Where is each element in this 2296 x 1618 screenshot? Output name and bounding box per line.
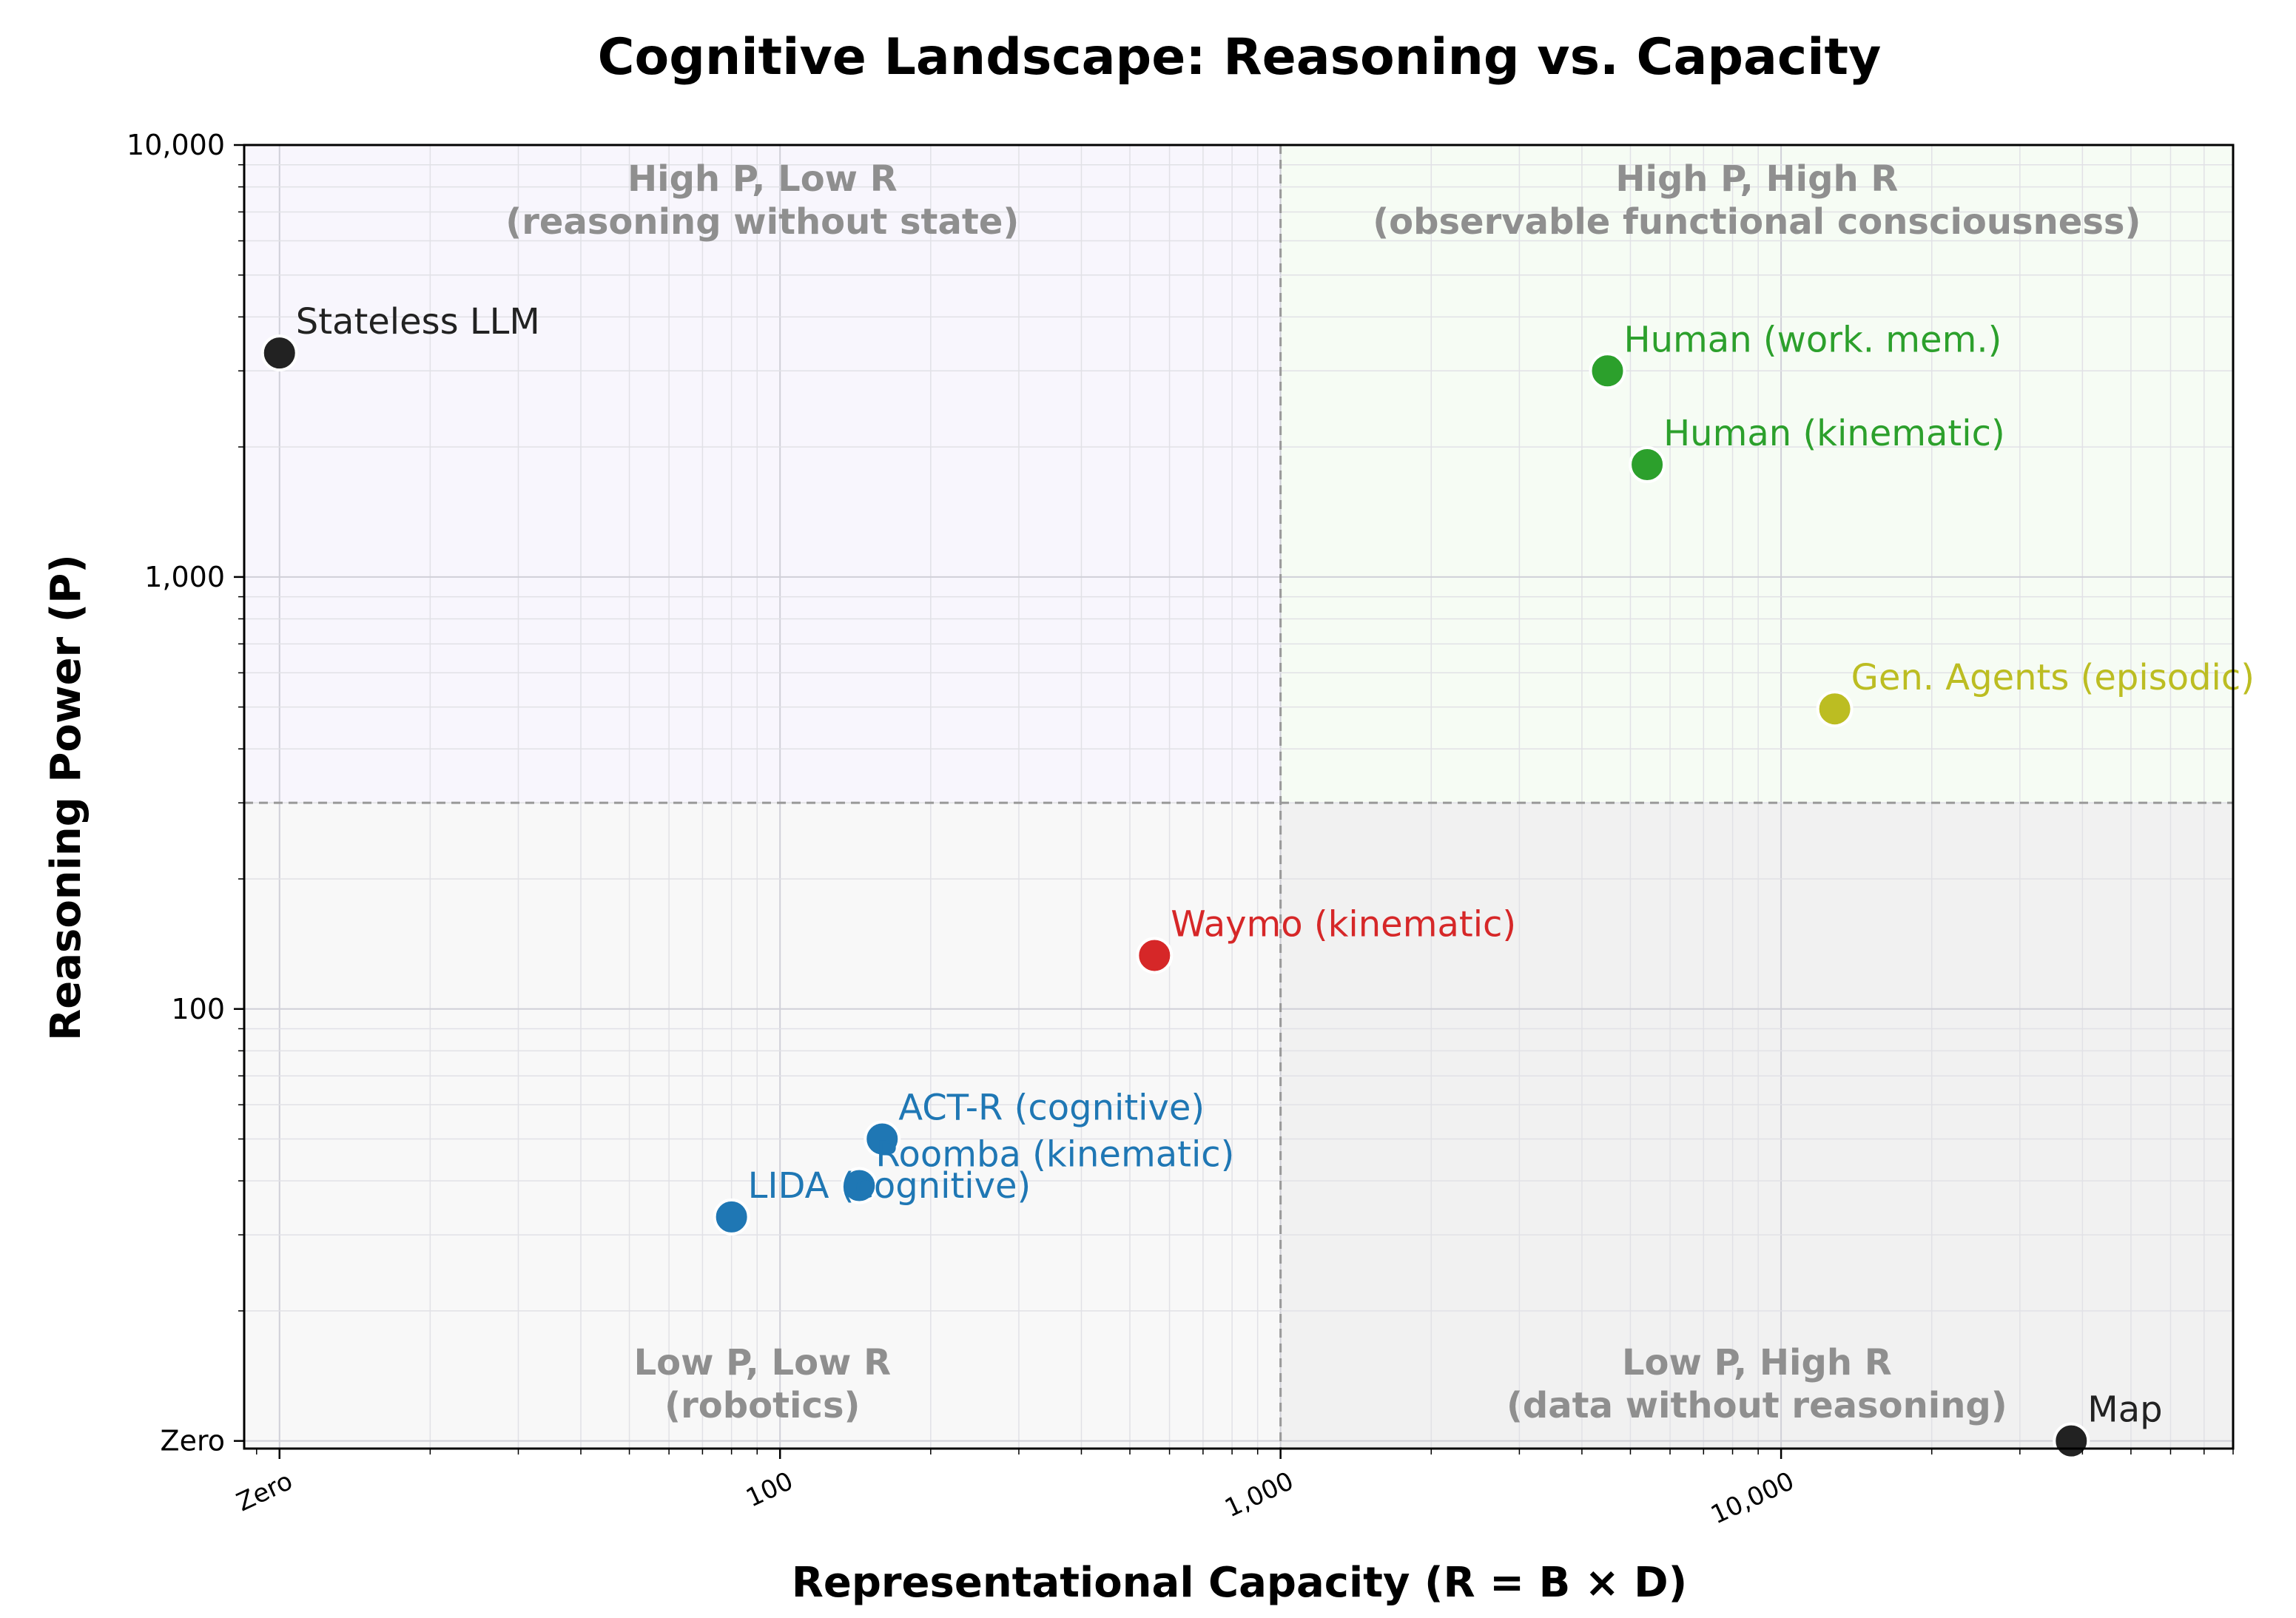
quadrant-label-top-left-line2: (reasoning without state)	[505, 201, 1019, 243]
y-tick-label: 100	[171, 993, 225, 1025]
data-point-label: Roomba (kinematic)	[875, 1134, 1234, 1176]
y-tick-label: Zero	[161, 1425, 225, 1457]
data-point	[1136, 937, 1174, 974]
quadrant-label-top-right-line1: High P, High R	[1615, 158, 1898, 200]
quadrant-label-top-left-line1: High P, Low R	[627, 158, 898, 200]
quadrant-label-bottom-left-line1: Low P, Low R	[634, 1342, 892, 1383]
data-point-label: Human (kinematic)	[1663, 413, 2005, 454]
data-point-label: Human (work. mem.)	[1624, 319, 2002, 360]
quadrant-labels: High P, Low R(reasoning without state) Hi…	[505, 158, 2141, 1426]
data-point-label: Map	[2087, 1389, 2162, 1431]
quadrant-label-bottom-right-line1: Low P, High R	[1622, 1342, 1892, 1383]
data-point	[1816, 690, 1854, 728]
threshold-lines	[244, 145, 2233, 1449]
x-tick-label: Zero	[232, 1466, 297, 1517]
y-tick-label: 1,000	[144, 561, 225, 593]
data-point-label: LIDA (cognitive)	[748, 1165, 1031, 1207]
data-point	[2053, 1422, 2090, 1460]
data-point	[713, 1198, 750, 1236]
data-point	[1629, 446, 1666, 484]
y-tick-label: 10,000	[127, 129, 225, 161]
x-tick-label: 10,000	[1706, 1466, 1799, 1531]
quadrant-label-bottom-left-line2: (robotics)	[664, 1385, 860, 1426]
data-point	[260, 334, 298, 372]
quadrant-bottom-left-bg	[244, 803, 1281, 1449]
data-point-label: Waymo (kinematic)	[1171, 903, 1516, 945]
quadrant-backgrounds	[244, 145, 2233, 1449]
quadrant-label-top-right-line2: (observable functional consciousness)	[1373, 201, 2141, 243]
quadrant-top-right-bg	[1280, 145, 2233, 803]
data-point	[863, 1120, 901, 1158]
data-point-label: Stateless LLM	[296, 301, 540, 343]
data-point	[841, 1167, 878, 1204]
plot-frame	[243, 144, 2235, 1450]
data-point-label: ACT-R (cognitive)	[898, 1088, 1205, 1129]
x-tick-label: 1,000	[1220, 1466, 1298, 1523]
quadrant-top-left-bg	[244, 145, 1281, 803]
x-tick-label: 100	[741, 1466, 798, 1514]
quadrant-label-bottom-right-line2: (data without reasoning)	[1506, 1385, 2007, 1426]
data-point-label: Gen. Agents (episodic)	[1851, 657, 2255, 698]
chart-title: Cognitive Landscape: Reasoning vs. Capac…	[598, 28, 1882, 87]
data-point	[1589, 352, 1626, 390]
x-axis-label: Representational Capacity (R = B × D)	[792, 1559, 1688, 1607]
quadrant-bottom-right-bg	[1280, 803, 2233, 1449]
data-points: Stateless LLM Human (work. mem.) Human (ki…	[260, 301, 2255, 1460]
y-axis-label: Reasoning Power (P)	[42, 554, 90, 1041]
